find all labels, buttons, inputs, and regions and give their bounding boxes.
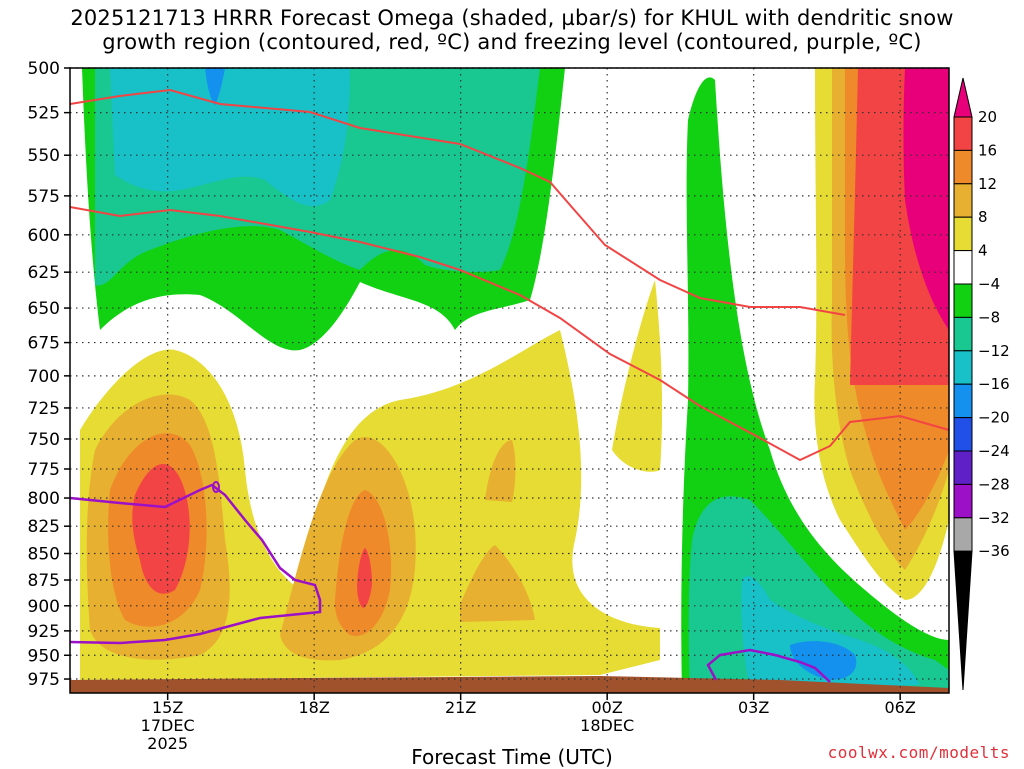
- y-tick-label: 775: [28, 460, 60, 480]
- plot-frame: [69, 67, 950, 694]
- y-tick-label: 575: [28, 187, 60, 207]
- freezing-contour-blip: [212, 481, 220, 493]
- omega-region-red-left: [132, 463, 190, 594]
- colorbar-label: −24: [978, 442, 1010, 460]
- y-tick-label: 675: [28, 334, 60, 354]
- colorbar-swatch: [953, 417, 973, 452]
- colorbar-swatch: [953, 450, 973, 485]
- y-tick-label: 650: [28, 299, 60, 319]
- y-tick-label: 850: [28, 544, 60, 564]
- y-tick-label: 825: [28, 517, 60, 537]
- colorbar-label: 8: [978, 208, 988, 226]
- colorbar-swatch: [953, 483, 973, 519]
- x-tick-label: 06Z: [885, 698, 916, 717]
- y-tick-label: 950: [28, 646, 60, 666]
- y-tick-label: 900: [28, 597, 60, 617]
- colorbar-label: −32: [978, 509, 1010, 527]
- omega-region-yellow-spike: [612, 280, 663, 472]
- x-tick-year: 2025: [147, 734, 188, 753]
- colorbar-swatch: [953, 149, 973, 185]
- colorbar-label: −8: [978, 308, 1000, 326]
- shaded-field: [70, 68, 949, 693]
- x-tick-label: 03Z: [738, 698, 769, 717]
- freezing-contour-upper: [69, 483, 322, 645]
- omega-region-red-mid: [357, 548, 372, 608]
- y-tick-label: 725: [28, 399, 60, 419]
- colorbar-swatch: [953, 517, 973, 552]
- colorbar-label: 20: [978, 108, 997, 126]
- colorbar-label: −28: [978, 475, 1010, 493]
- colorbar-swatch: [953, 316, 973, 352]
- y-tick-label: 750: [28, 430, 60, 450]
- omega-region-blue-top: [205, 68, 225, 105]
- y-tick-label: 800: [28, 489, 60, 509]
- y-axis: 500 525 550 575 600 625 650 675 700 725 750 775 800 8…: [28, 59, 70, 690]
- x-tick-label: 15Z: [152, 698, 183, 717]
- colorbar-swatch: [953, 183, 973, 218]
- colorbar-label: −36: [978, 542, 1010, 560]
- colorbar-label: −16: [978, 375, 1010, 393]
- dgz-contour-lower: [69, 206, 950, 462]
- omega-region-cyan-right: [741, 576, 920, 690]
- x-tick-date: 17DEC: [141, 716, 195, 735]
- credit-link[interactable]: coolwx.com/modelts: [827, 743, 1010, 762]
- colorbar-swatch: [953, 216, 973, 252]
- omega-region-magenta-right-col: [903, 68, 949, 330]
- dgz-contour-upper: [69, 88, 846, 316]
- title-line-1: 2025121713 HRRR Forecast Omega (shaded, …: [70, 6, 954, 30]
- colorbar-label: −20: [978, 409, 1010, 427]
- title-line-2: growth region (contoured, red, ºC) and f…: [102, 30, 922, 54]
- omega-region-cyan-top: [110, 68, 350, 207]
- colorbar-swatch: [953, 116, 973, 151]
- omega-region-amber-right: [485, 440, 516, 502]
- freezing-contour-lower: [706, 648, 831, 683]
- x-tick-date: 18DEC: [580, 716, 634, 735]
- colorbar-label: −4: [978, 275, 1000, 293]
- colorbar-swatch: [953, 250, 973, 285]
- omega-region-blue-right: [790, 641, 857, 680]
- y-tick-label: 600: [28, 226, 60, 246]
- terrain: [70, 676, 949, 693]
- colorbar-swatch: [953, 283, 973, 318]
- colorbar-top-arrow: [953, 77, 973, 118]
- colorbar-label: −12: [978, 342, 1010, 360]
- x-tick-label: 18Z: [299, 698, 330, 717]
- y-tick-label: 550: [28, 146, 60, 166]
- y-tick-label: 925: [28, 622, 60, 642]
- x-tick-label: 00Z: [592, 698, 623, 717]
- y-tick-label: 625: [28, 263, 60, 283]
- y-tick-label: 525: [28, 104, 60, 124]
- colorbar-label: 16: [978, 141, 997, 159]
- omega-region-amber-low: [460, 545, 535, 622]
- colorbar-label: 4: [978, 242, 988, 260]
- colorbar-bottom-arrow: [953, 550, 973, 691]
- grid: [70, 67, 949, 693]
- y-tick-label: 875: [28, 571, 60, 591]
- y-tick-label: 500: [28, 59, 60, 79]
- y-tick-label: 700: [28, 367, 60, 387]
- colorbar-swatch: [953, 383, 973, 419]
- colorbar-swatch: [953, 350, 973, 385]
- x-tick-label: 21Z: [445, 698, 476, 717]
- colorbar-label: 12: [978, 175, 997, 193]
- colorbar: 20 16 12 8 4 −4 −8 −12 −16 −20 −24 −28 −32 −36: [953, 77, 1010, 691]
- chart-title: 2025121713 HRRR Forecast Omega (shaded, …: [0, 6, 1024, 54]
- x-axis-title: Forecast Time (UTC): [411, 745, 613, 769]
- y-tick-label: 975: [28, 670, 60, 690]
